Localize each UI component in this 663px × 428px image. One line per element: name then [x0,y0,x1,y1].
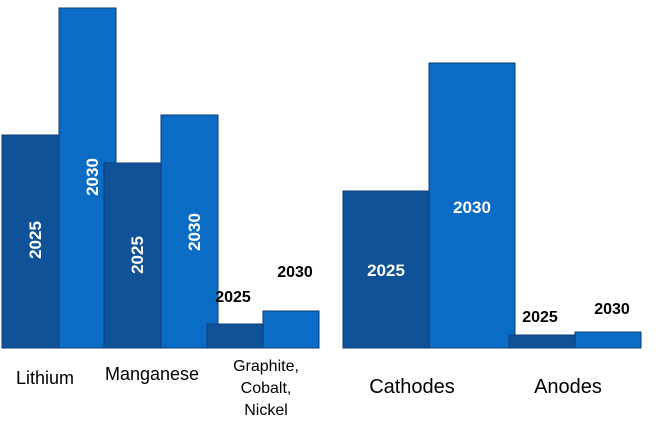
category-label-anodes: Anodes [534,376,602,398]
bar-lithium-2025 [1,134,60,349]
category-label-lithium: Lithium [16,368,74,388]
data-label-cathodes-2025: 2025 [367,261,405,280]
data-label-anodes-2025: 2025 [522,309,558,326]
data-label-manganese-2030: 2030 [185,213,204,251]
category-label-manganese: Manganese [105,364,199,384]
bar-cathodes-2030 [428,62,516,349]
data-label-lithium-2030: 2030 [83,158,102,196]
bar-graphite-cobalt-nickel-2030 [262,310,320,349]
bar-graphite-cobalt-nickel-2025 [206,323,264,349]
data-label-manganese-2025: 2025 [128,236,147,274]
category-label-cathodes: Cathodes [369,376,455,398]
bar-anodes-2030 [574,331,642,349]
category-label-graphite-cobalt-nickel-line-3: Nickel [244,402,288,419]
data-label-graphite-cobalt-nickel-2025: 2025 [215,289,251,306]
bar-anodes-2025 [508,334,576,349]
data-label-lithium-2025: 2025 [26,221,45,259]
bar-manganese-2030 [160,114,219,349]
category-label-graphite-cobalt-nickel-line-2: Cobalt, [241,380,292,397]
data-label-graphite-cobalt-nickel-2030: 2030 [277,264,313,281]
data-label-anodes-2030: 2030 [594,301,630,318]
bar-manganese-2025 [103,162,162,349]
bars-layer [1,7,642,349]
labels-layer: 2025 2030 Lithium 2025 2030 Manganese 2025 2030… [16,158,630,419]
data-label-cathodes-2030: 2030 [453,198,491,217]
bar-cathodes-2025 [342,190,430,349]
category-label-graphite-cobalt-nickel-line-1: Graphite, [233,358,299,375]
